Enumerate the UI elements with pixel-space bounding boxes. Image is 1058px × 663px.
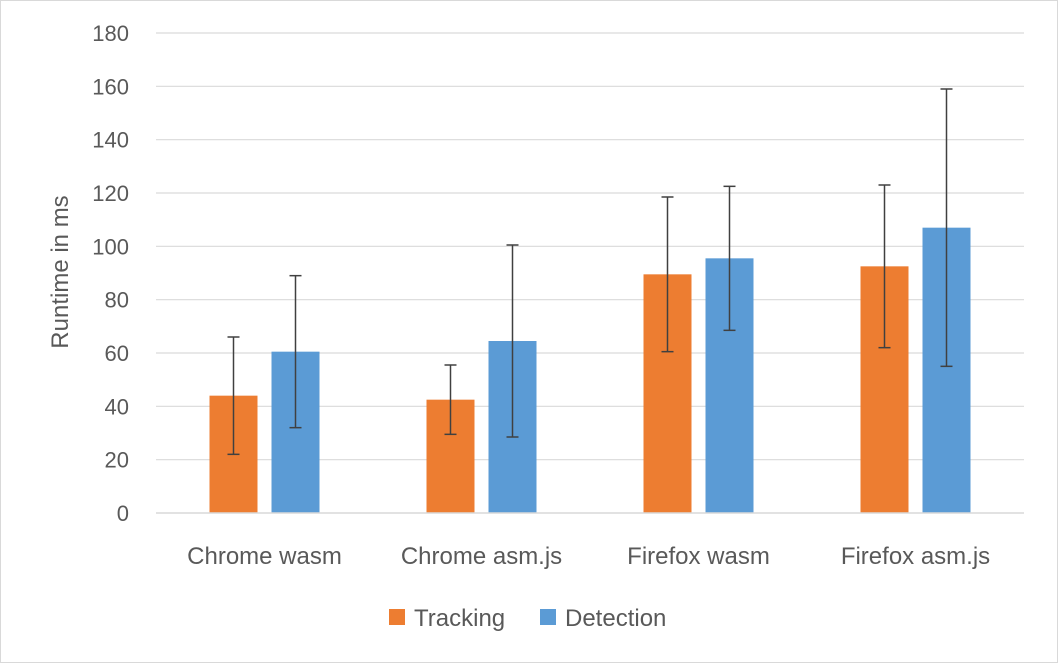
x-category-label: Firefox asm.js xyxy=(841,543,990,570)
x-category-label: Chrome wasm xyxy=(187,543,342,570)
y-tick-label: 20 xyxy=(105,448,129,473)
legend-label-tracking: Tracking xyxy=(414,605,505,632)
y-tick-label: 80 xyxy=(105,288,129,313)
y-tick-label: 40 xyxy=(105,394,129,419)
legend-swatch-detection xyxy=(540,609,556,625)
y-tick-label: 160 xyxy=(92,74,129,99)
bars xyxy=(209,227,971,513)
legend-label-detection: Detection xyxy=(565,605,666,632)
y-tick-label: 120 xyxy=(92,181,129,206)
y-tick-label: 100 xyxy=(92,234,129,259)
x-category-label: Firefox wasm xyxy=(627,543,770,570)
legend: Tracking Detection xyxy=(389,605,666,632)
y-axis-ticks: 0 20 40 60 80 100 120 140 160 180 xyxy=(92,21,129,526)
y-tick-label: 140 xyxy=(92,128,129,153)
y-tick-label: 180 xyxy=(92,21,129,46)
error-bars xyxy=(227,88,953,456)
x-axis-categories: Chrome wasm Chrome asm.js Firefox wasm Fire… xyxy=(187,543,990,570)
y-tick-label: 0 xyxy=(117,501,129,526)
y-tick-label: 60 xyxy=(105,341,129,366)
legend-swatch-tracking xyxy=(389,609,405,625)
x-category-label: Chrome asm.js xyxy=(401,543,562,570)
y-axis-label: Runtime in ms xyxy=(47,195,74,348)
